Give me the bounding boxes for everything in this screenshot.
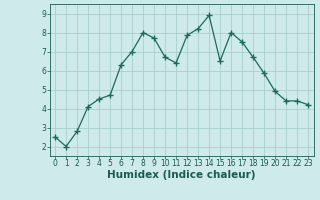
X-axis label: Humidex (Indice chaleur): Humidex (Indice chaleur) — [107, 170, 256, 180]
